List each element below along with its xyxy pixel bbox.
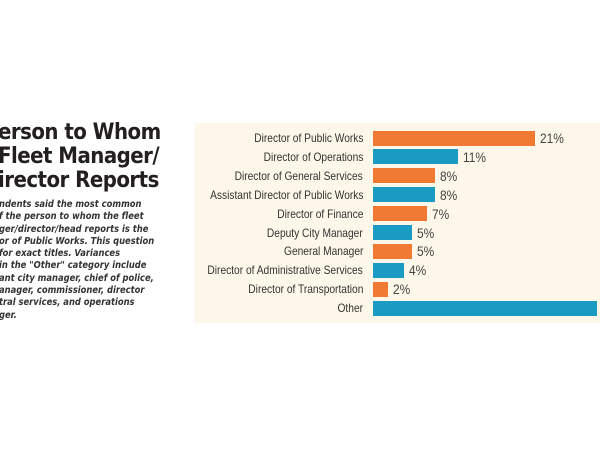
category-label: Director of Administrative Services	[207, 263, 363, 278]
category-label: General Manager	[283, 244, 363, 259]
value-label: 5%	[416, 243, 434, 260]
description-line: for exact titles. Variances	[0, 248, 121, 260]
description-line: ger.	[0, 309, 17, 321]
bar	[373, 225, 412, 240]
bar	[373, 243, 412, 259]
bar	[373, 130, 536, 146]
value-label: 4%	[408, 262, 427, 279]
value-label: 11%	[462, 148, 486, 165]
category-label: Director of Public Works	[253, 131, 363, 145]
description-line: ndents said the most common	[0, 199, 142, 210]
bar	[373, 168, 435, 184]
category-label: Deputy City Manager	[267, 225, 363, 240]
description-line: f the person to whom the fleet	[0, 211, 144, 223]
description-line: or of Public Works. This question	[0, 235, 155, 247]
category-label: Director of Finance	[276, 206, 363, 221]
description-line: anager, commissioner, director	[0, 285, 145, 297]
value-label: 8%	[439, 186, 457, 203]
category-label: Assistant Director of Public Works	[209, 187, 363, 202]
description-line: in the "Other" category include	[0, 260, 147, 272]
description-line: ger/director/head reports is the	[0, 223, 149, 235]
chart-description: ndents said the most common f the person …	[0, 199, 179, 322]
value-label: 8%	[439, 167, 457, 184]
chart-title: erson to Whom Fleet Manager/ irector Rep…	[0, 121, 161, 193]
description-line: tral services, and operations	[0, 297, 135, 309]
bar	[373, 262, 404, 278]
category-label: Director of Transportation	[247, 282, 363, 297]
bar	[373, 206, 428, 222]
bar	[373, 149, 458, 165]
bar	[373, 300, 597, 316]
bar	[373, 187, 435, 203]
bar	[373, 281, 389, 297]
value-label: 2%	[393, 281, 411, 298]
value-label: 7%	[432, 205, 450, 222]
description-line: ant city manager, chief of police,	[0, 272, 154, 284]
category-label: Director of Operations	[263, 149, 363, 164]
category-label: Director of General Services	[234, 168, 363, 183]
value-label: 5%	[416, 224, 434, 241]
category-label: Other	[337, 301, 363, 316]
value-label: 21%	[540, 130, 564, 146]
title-line: erson to Whom	[0, 120, 161, 145]
title-line: Fleet Manager/	[0, 144, 160, 169]
title-line: irector Reports	[0, 168, 159, 193]
